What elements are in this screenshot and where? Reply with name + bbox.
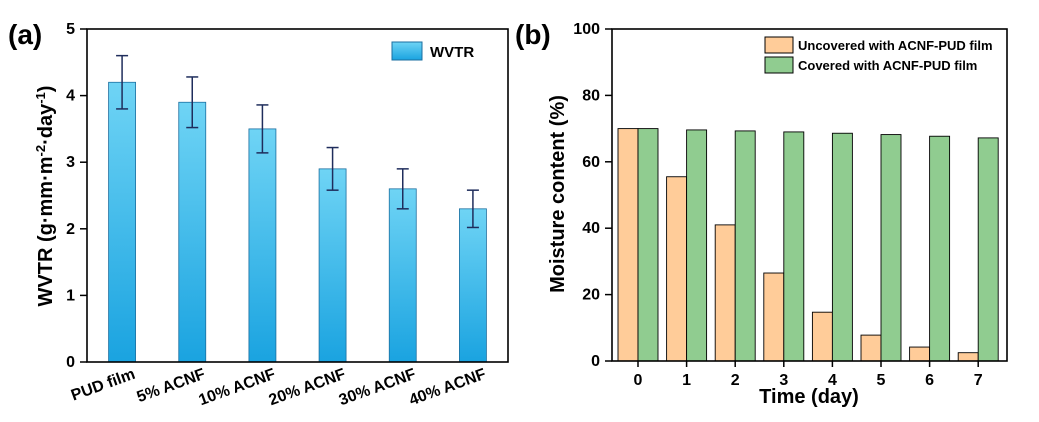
bar-covered xyxy=(734,130,756,362)
panel-b-label: (b) xyxy=(515,19,551,50)
bar-uncovered xyxy=(617,128,639,362)
y-tick-label: 3 xyxy=(66,154,75,171)
bar-uncovered xyxy=(957,352,979,362)
x-tick-label: 1 xyxy=(682,372,691,389)
bar-wvtr xyxy=(108,81,136,363)
y-tick-label: 20 xyxy=(582,287,600,304)
panel-b-y-axis-title: Moisture content (%) xyxy=(547,95,569,293)
y-tick-label: 60 xyxy=(582,154,600,171)
x-tick-label: 5% ACNF xyxy=(135,366,208,406)
panel-b-y-ticks: 0 20 40 60 80 100 xyxy=(573,21,612,370)
x-tick-label: 30% ACNF xyxy=(337,366,418,410)
y-tick-label: 5 xyxy=(66,21,75,38)
panel-a-bars xyxy=(108,54,487,363)
bar-wvtr xyxy=(248,128,277,363)
x-tick-label: 20% ACNF xyxy=(267,366,348,410)
x-tick-label: 7 xyxy=(974,372,983,389)
bar-covered xyxy=(831,132,853,362)
y-tick-label: 80 xyxy=(582,87,600,104)
legend-label-wvtr: WVTR xyxy=(430,44,474,61)
panel-a-plot-frame xyxy=(86,28,509,363)
bar-uncovered xyxy=(763,272,785,362)
legend-swatch-covered xyxy=(764,56,794,74)
panel-b: (b) Moisture content (%) Time (day) 0204… xyxy=(515,19,1008,408)
legend-swatch-uncovered xyxy=(764,36,794,54)
panel-a-label: (a) xyxy=(8,19,42,50)
panel-b-plot-frame xyxy=(611,28,1008,362)
x-tick-label: 40% ACNF xyxy=(407,366,488,410)
bar-uncovered xyxy=(909,346,931,362)
y-tick-label: 4 xyxy=(66,88,75,105)
bar-covered xyxy=(977,137,999,362)
bar-wvtr xyxy=(388,188,417,363)
x-tick-label: 0 xyxy=(634,372,643,389)
y-tick-label: 0 xyxy=(591,353,600,370)
bar-uncovered xyxy=(811,311,833,362)
bar-wvtr xyxy=(459,208,487,363)
y-tick-label: 2 xyxy=(66,221,75,238)
bar-uncovered xyxy=(860,334,882,362)
panel-b-x-ticks: 0 1 2 3 4 5 6 7 xyxy=(634,361,983,389)
x-tick-label: 5 xyxy=(877,372,886,389)
panel-b-x-axis-title: Time (day) xyxy=(759,386,859,408)
x-tick-label: 2 xyxy=(731,372,740,389)
bar-covered xyxy=(686,129,708,362)
bar-wvtr xyxy=(318,168,347,363)
legend-label-covered: Covered with ACNF-PUD film xyxy=(798,58,977,73)
bar-covered xyxy=(880,134,902,362)
x-tick-label: 10% ACNF xyxy=(197,366,278,410)
x-tick-label: 4 xyxy=(828,372,837,389)
bar-covered xyxy=(637,128,659,362)
panel-b-legend: Uncovered with ACNF-PUD film Covered wit… xyxy=(764,36,993,74)
bar-covered xyxy=(929,135,951,362)
x-tick-label: 6 xyxy=(925,372,934,389)
y-tick-label: 0 xyxy=(66,354,75,371)
x-tick-label: PUD film xyxy=(69,366,137,405)
y-tick-label: 40 xyxy=(582,220,600,237)
y-tick-label: 1 xyxy=(66,287,75,304)
y-tick-label: 100 xyxy=(573,21,600,38)
legend-label-uncovered: Uncovered with ACNF-PUD film xyxy=(798,38,993,53)
bar-uncovered xyxy=(666,176,688,362)
panel-a-legend: WVTR xyxy=(391,41,474,61)
bar-covered xyxy=(783,131,805,362)
x-tick-label: 3 xyxy=(779,372,788,389)
panel-b-bars xyxy=(617,128,999,362)
panel-a-y-axis-title: WVTR (g·mm·m-2·day-1) xyxy=(33,86,57,307)
panel-a: (a) WVTR (g·mm·m-2·day-1) 0 1 2 3 4 5 PUD fil… xyxy=(8,19,509,410)
legend-swatch-wvtr xyxy=(391,41,423,61)
bar-uncovered xyxy=(714,224,736,362)
bar-wvtr xyxy=(178,101,207,363)
panel-a-y-ticks: 0 1 2 3 4 5 xyxy=(66,21,87,371)
